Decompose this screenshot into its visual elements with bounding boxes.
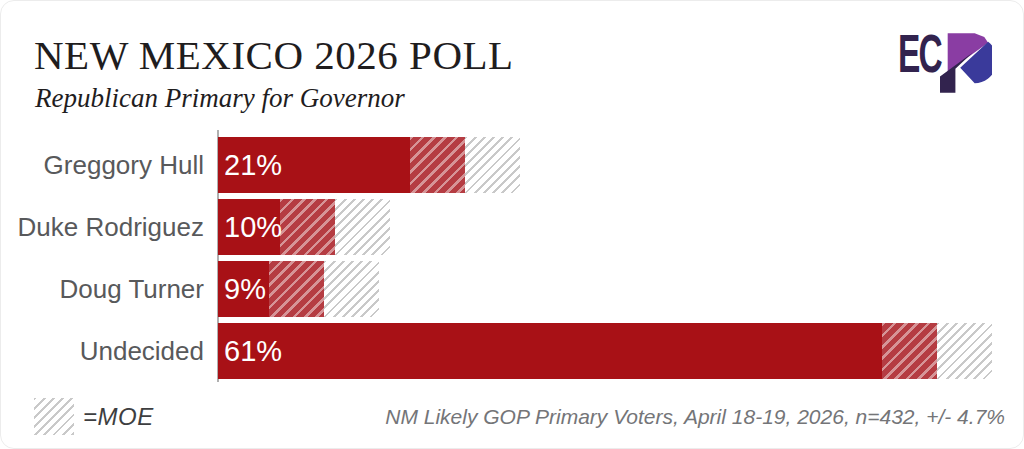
category-label: Greggory Hull (1, 137, 211, 193)
ecp-logo: EC (898, 32, 992, 94)
bar-moe-hatch-red (882, 323, 937, 379)
category-label: Duke Rodriguez (1, 199, 211, 255)
category-label: Undecided (1, 323, 211, 379)
moe-legend-label: =MOE (83, 403, 154, 431)
bar-track: 10% (218, 199, 1011, 255)
bar-moe-hatch-gray (324, 261, 379, 317)
bar-value-label: 21% (224, 149, 282, 182)
page-title: NEW MEXICO 2026 POLL (34, 35, 514, 76)
chart-row: Doug Turner 9% (1, 261, 1011, 317)
logo-p-icon (940, 33, 992, 93)
bar-moe-hatch-gray (465, 137, 520, 193)
category-label: Doug Turner (1, 261, 211, 317)
moe-hatch-swatch (34, 398, 74, 435)
bar-moe-hatch-gray (335, 199, 390, 255)
moe-legend: =MOE (34, 398, 154, 435)
bar-track: 61% (218, 323, 1011, 379)
chart-row: Undecided 61% (1, 323, 1011, 379)
bar-value-label: 10% (224, 211, 282, 244)
bar-value-segment: 9% (218, 261, 269, 317)
logo-ec-text: EC (898, 26, 941, 80)
page-subtitle: Republican Primary for Governor (35, 85, 405, 112)
bar-value-segment: 10% (218, 199, 280, 255)
bar-moe-hatch-gray (937, 323, 992, 379)
methodology-note: NM Likely GOP Primary Voters, April 18-1… (385, 405, 1005, 429)
bar-track: 9% (218, 261, 1011, 317)
bar-track: 21% (218, 137, 1011, 193)
bar-value-label: 61% (224, 335, 282, 368)
chart-row: Greggory Hull 21% (1, 137, 1011, 193)
bar-value-segment: 61% (218, 323, 882, 379)
bar-value-segment: 21% (218, 137, 410, 193)
chart-row: Duke Rodriguez 10% (1, 199, 1011, 255)
bar-value-label: 9% (224, 273, 266, 306)
poll-card: NEW MEXICO 2026 POLL Republican Primary … (0, 0, 1024, 449)
bar-moe-hatch-red (280, 199, 335, 255)
bar-moe-hatch-red (269, 261, 324, 317)
poll-bar-chart: Greggory Hull 21% Duke Rodriguez 10% Doug Tu… (1, 137, 1011, 379)
bar-moe-hatch-red (410, 137, 465, 193)
